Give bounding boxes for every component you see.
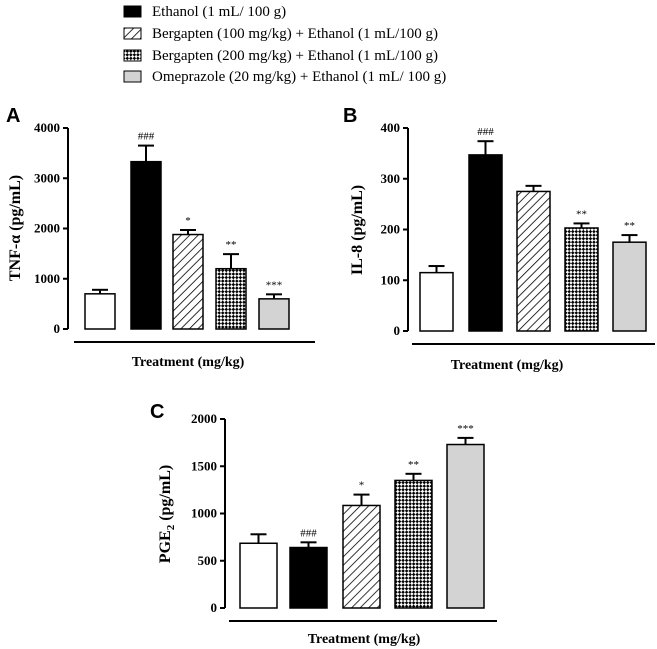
y-tick-label: 0: [394, 323, 401, 338]
y-axis-label-unit: (pg/mL): [157, 465, 174, 525]
bar-hatch: [342, 504, 381, 609]
y-tick-label: 2000: [191, 411, 217, 426]
panel-letter: B: [343, 105, 357, 127]
y-axis-label-main: PGE: [157, 530, 174, 563]
y-tick-label: 1000: [191, 506, 217, 521]
significance-label: **: [576, 208, 587, 220]
y-tick-label: 200: [381, 222, 401, 237]
legend-item-bergapten-100: Bergapten (100 mg/kg) + Ethanol (1 mL/10…: [123, 26, 438, 42]
plot-area: 0 100 200 300 400 ### ** **: [381, 120, 655, 345]
significance-label: ***: [266, 279, 283, 291]
significance-label: ###: [477, 126, 494, 138]
bar-gray: [446, 443, 485, 609]
y-axis-label-sub: 2: [165, 524, 177, 530]
significance-label: *: [359, 480, 365, 492]
legend-label: Bergapten (100 mg/kg) + Ethanol (1 mL/10…: [152, 26, 438, 42]
bar-gray: [258, 298, 290, 330]
y-tick-label: 4000: [34, 120, 60, 135]
chart-panel-b: B IL-8 (pg/mL) 0 100 200 300 400 ### ** ** Trea…: [343, 105, 655, 373]
y-axis-label: TNF-α (pg/mL): [7, 175, 24, 281]
significance-label: ***: [457, 423, 474, 435]
legend-label: Omeprazole (20 mg/kg) + Ethanol (1 mL/ 1…: [152, 69, 446, 85]
legend-swatch-checker: [123, 49, 142, 62]
y-tick-label: 300: [381, 171, 401, 186]
legend: Ethanol (1 mL/ 100 g) Bergapten (100 mg/…: [123, 4, 446, 85]
y-axis-label: PGE2 (pg/mL): [157, 465, 177, 563]
x-axis-title: Treatment (mg/kg): [308, 632, 421, 647]
y-tick-label: 1000: [34, 271, 60, 286]
y-axis-label: IL-8 (pg/mL): [349, 185, 366, 275]
significance-label: **: [408, 459, 419, 471]
panel-letter: C: [150, 401, 164, 423]
chart-panel-c: C PGE2 (pg/mL) 0500100015002000###******…: [150, 401, 497, 647]
x-axis-title: Treatment (mg/kg): [451, 358, 564, 373]
legend-swatch-hatch: [123, 27, 142, 40]
y-tick-label: 1500: [191, 458, 217, 473]
significance-label: **: [624, 220, 635, 232]
bar-white: [84, 293, 116, 330]
significance-label: ###: [138, 131, 155, 143]
panel-letter: A: [6, 105, 20, 127]
bar-white: [239, 542, 278, 609]
y-tick-label: 500: [198, 553, 218, 568]
y-tick-label: 0: [211, 600, 218, 615]
legend-label: Ethanol (1 mL/ 100 g): [152, 4, 286, 20]
y-tick-label: 0: [54, 321, 61, 336]
bar-checker: [394, 479, 433, 609]
legend-item-omeprazole: Omeprazole (20 mg/kg) + Ethanol (1 mL/ 1…: [123, 69, 446, 85]
bar-checker: [215, 267, 247, 330]
y-tick-label: 3000: [34, 170, 60, 185]
chart-panel-a: A TNF-α (pg/mL) 01000200030004000###****…: [6, 105, 315, 370]
bar-hatch: [172, 233, 204, 330]
legend-item-bergapten-200: Bergapten (200 mg/kg) + Ethanol (1 mL/10…: [123, 48, 438, 64]
y-tick-label: 400: [381, 120, 401, 135]
bar-white: [419, 271, 454, 332]
bar-solid: [289, 546, 328, 609]
bar-solid: [468, 154, 503, 332]
significance-label: **: [226, 239, 237, 251]
bar-solid: [130, 160, 162, 330]
y-tick-label: 100: [381, 272, 401, 287]
bar-checker: [564, 227, 599, 332]
bar-gray: [612, 241, 647, 332]
significance-label: ###: [300, 527, 317, 539]
legend-swatch-solid: [123, 5, 142, 18]
significance-label: *: [185, 215, 191, 227]
legend-label: Bergapten (200 mg/kg) + Ethanol (1 mL/10…: [152, 48, 438, 64]
legend-swatch-gray: [123, 70, 142, 83]
x-axis-title: Treatment (mg/kg): [132, 355, 245, 370]
y-tick-label: 2000: [34, 221, 60, 236]
legend-item-ethanol: Ethanol (1 mL/ 100 g): [123, 4, 286, 20]
bar-hatch: [516, 190, 551, 332]
